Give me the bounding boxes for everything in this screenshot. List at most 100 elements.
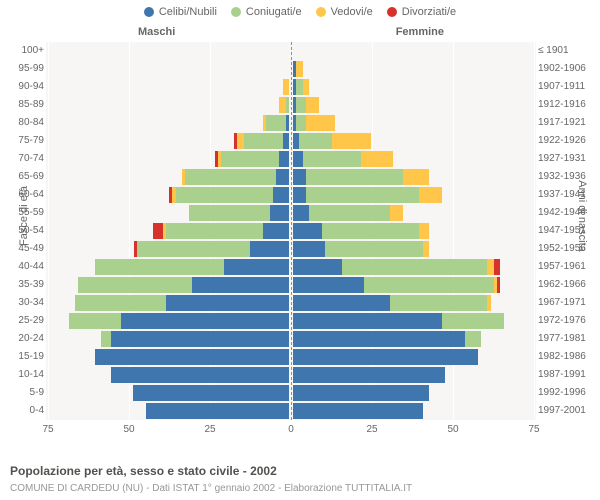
table-row bbox=[46, 168, 536, 186]
table-row bbox=[46, 366, 536, 384]
legend-dot bbox=[231, 7, 241, 17]
birth-year-label: 1907-1911 bbox=[538, 81, 596, 92]
female-bar bbox=[293, 403, 423, 419]
bar-segment bbox=[293, 205, 309, 221]
female-bar bbox=[293, 79, 309, 95]
bar-segment bbox=[263, 223, 289, 239]
bar-segment bbox=[146, 403, 289, 419]
bar-segment bbox=[192, 277, 289, 293]
bar-segment bbox=[306, 97, 319, 113]
legend-item: Celibi/Nubili bbox=[144, 6, 217, 18]
bar-segment bbox=[293, 241, 325, 257]
legend-label: Vedovi/e bbox=[331, 6, 373, 18]
bar-segment bbox=[419, 223, 429, 239]
bar-segment bbox=[325, 241, 422, 257]
bar-segment bbox=[276, 169, 289, 185]
legend-label: Divorziati/e bbox=[402, 6, 456, 18]
bar-segment bbox=[303, 79, 309, 95]
bar-segment bbox=[309, 205, 390, 221]
bar-segment bbox=[166, 295, 289, 311]
age-label: 90-94 bbox=[6, 81, 44, 92]
legend-item: Vedovi/e bbox=[316, 6, 373, 18]
bar-segment bbox=[137, 241, 250, 257]
bar-segment bbox=[95, 259, 225, 275]
bar-segment bbox=[153, 223, 163, 239]
age-label: 35-39 bbox=[6, 279, 44, 290]
female-bar bbox=[293, 205, 403, 221]
male-bar bbox=[78, 277, 289, 293]
legend-label: Coniugati/e bbox=[246, 6, 302, 18]
table-row bbox=[46, 294, 536, 312]
bar-segment bbox=[465, 331, 481, 347]
table-row bbox=[46, 78, 536, 96]
male-bar bbox=[95, 259, 289, 275]
female-bar bbox=[293, 169, 429, 185]
left-axis-title: Fasce di età bbox=[18, 186, 30, 246]
bar-segment bbox=[283, 133, 289, 149]
bar-segment bbox=[342, 259, 488, 275]
bar-segment bbox=[279, 151, 289, 167]
birth-year-label: 1992-1996 bbox=[538, 387, 596, 398]
bar-segment bbox=[293, 385, 429, 401]
age-label: 85-89 bbox=[6, 99, 44, 110]
male-bar bbox=[189, 205, 289, 221]
male-bar bbox=[182, 169, 289, 185]
bar-segment bbox=[185, 169, 276, 185]
male-bar bbox=[101, 331, 289, 347]
age-label: 30-34 bbox=[6, 297, 44, 308]
bar-segment bbox=[306, 187, 419, 203]
bar-segment bbox=[133, 385, 289, 401]
female-bar bbox=[293, 97, 319, 113]
male-bar bbox=[169, 187, 289, 203]
table-row bbox=[46, 402, 536, 420]
age-label: 75-79 bbox=[6, 135, 44, 146]
male-bar bbox=[234, 133, 289, 149]
bar-segment bbox=[303, 151, 361, 167]
male-bar bbox=[146, 403, 289, 419]
male-bar bbox=[153, 223, 289, 239]
male-bar bbox=[111, 367, 289, 383]
male-bar bbox=[75, 295, 289, 311]
table-row bbox=[46, 96, 536, 114]
bar-segment bbox=[293, 259, 342, 275]
female-bar bbox=[293, 133, 371, 149]
bar-segment bbox=[244, 133, 283, 149]
bar-segment bbox=[250, 241, 289, 257]
bar-segment bbox=[296, 97, 306, 113]
female-bar bbox=[293, 367, 445, 383]
birth-year-label: 1972-1976 bbox=[538, 315, 596, 326]
female-bar bbox=[293, 151, 393, 167]
bar-segment bbox=[296, 115, 306, 131]
bar-segment bbox=[390, 295, 487, 311]
birth-year-label: 1922-1926 bbox=[538, 135, 596, 146]
bar-segment bbox=[286, 97, 289, 113]
male-bar bbox=[215, 151, 290, 167]
males-header: Maschi bbox=[138, 26, 175, 38]
table-row bbox=[46, 114, 536, 132]
age-label: 25-29 bbox=[6, 315, 44, 326]
bar-segment bbox=[364, 277, 494, 293]
birth-year-label: 1902-1906 bbox=[538, 63, 596, 74]
table-row bbox=[46, 150, 536, 168]
bar-segment bbox=[293, 367, 445, 383]
female-bar bbox=[293, 313, 504, 329]
male-bar bbox=[69, 313, 289, 329]
bar-segment bbox=[293, 331, 465, 347]
age-label: 40-44 bbox=[6, 261, 44, 272]
table-row bbox=[46, 204, 536, 222]
birth-year-label: 1997-2001 bbox=[538, 405, 596, 416]
table-row bbox=[46, 60, 536, 78]
bar-segment bbox=[101, 331, 111, 347]
x-tick-label: 50 bbox=[123, 424, 134, 435]
table-row bbox=[46, 186, 536, 204]
bar-segment bbox=[111, 331, 289, 347]
age-label: 95-99 bbox=[6, 63, 44, 74]
birth-year-label: ≤ 1901 bbox=[538, 45, 596, 56]
table-row bbox=[46, 240, 536, 258]
birth-year-label: 1927-1931 bbox=[538, 153, 596, 164]
birth-year-label: 1962-1966 bbox=[538, 279, 596, 290]
female-bar bbox=[293, 115, 335, 131]
age-label: 15-19 bbox=[6, 351, 44, 362]
bar-segment bbox=[78, 277, 191, 293]
birth-year-label: 1987-1991 bbox=[538, 369, 596, 380]
